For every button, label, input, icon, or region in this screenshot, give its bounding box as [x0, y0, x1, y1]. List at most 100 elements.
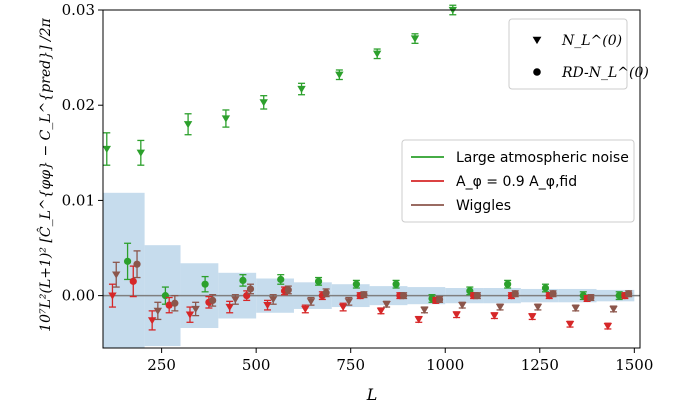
x-tick-label: 1000 — [426, 356, 464, 374]
point-marker — [231, 296, 240, 304]
data-point — [221, 109, 231, 128]
point-marker — [458, 302, 467, 310]
point-marker — [565, 321, 575, 329]
data-point — [504, 279, 512, 289]
data-point — [414, 315, 423, 324]
data-point — [268, 294, 278, 305]
data-point — [284, 285, 292, 295]
data-point — [209, 294, 217, 307]
data-point — [541, 283, 550, 293]
point-marker — [511, 290, 519, 298]
data-point — [382, 300, 391, 309]
point-marker — [382, 301, 391, 309]
data-point — [511, 290, 519, 298]
point-marker — [376, 307, 386, 315]
data-point — [123, 242, 132, 281]
series-4 — [112, 261, 618, 321]
point-marker — [165, 301, 173, 309]
point-marker — [360, 291, 368, 299]
point-marker — [201, 280, 209, 288]
legend-label: Wiggles — [456, 198, 511, 214]
data-point — [231, 294, 240, 305]
data-point — [344, 296, 354, 306]
legend-label: A_φ = 0.9 A_φ,fid — [456, 174, 577, 190]
data-point — [571, 304, 580, 313]
data-point — [565, 320, 575, 329]
point-marker — [603, 322, 613, 331]
point-marker — [414, 316, 423, 324]
point-marker — [625, 290, 633, 298]
point-marker — [221, 115, 231, 123]
data-point — [392, 279, 400, 289]
legend-label: N_L^(0) — [561, 33, 622, 49]
point-marker — [277, 275, 285, 284]
data-point — [452, 311, 461, 319]
point-marker — [239, 276, 247, 284]
data-point — [161, 286, 169, 305]
data-point — [314, 276, 323, 286]
point-marker — [473, 292, 481, 300]
data-point — [528, 313, 537, 321]
point-marker — [297, 85, 306, 94]
data-point — [246, 283, 255, 295]
point-marker — [284, 286, 292, 294]
point-marker — [615, 292, 623, 300]
legend-circle-marker — [533, 68, 541, 76]
data-point — [183, 113, 193, 136]
data-point — [112, 261, 121, 288]
point-marker — [183, 121, 193, 129]
data-point — [420, 306, 429, 314]
marker-legend: N_L^(0) RD-N_L^(0) — [508, 18, 649, 90]
data-point — [153, 301, 163, 321]
data-point — [322, 288, 330, 298]
x-tick-label: 500 — [242, 356, 271, 374]
point-marker — [225, 303, 234, 312]
point-marker — [400, 292, 408, 300]
point-marker — [301, 305, 310, 313]
data-point — [587, 293, 595, 302]
point-marker — [420, 306, 429, 314]
data-point — [263, 299, 272, 311]
y-tick-label: 0.00 — [62, 287, 95, 305]
data-point — [609, 305, 618, 313]
data-point — [335, 69, 344, 81]
point-marker — [344, 298, 354, 306]
data-point — [490, 312, 499, 320]
data-point — [171, 294, 179, 312]
series-5 — [133, 250, 633, 312]
point-marker — [587, 293, 595, 302]
point-marker — [495, 303, 505, 312]
x-tick-label: 1250 — [521, 356, 559, 374]
data-point — [201, 275, 209, 293]
data-point — [147, 310, 157, 331]
point-marker — [372, 50, 382, 58]
point-marker — [335, 71, 344, 79]
point-marker — [108, 292, 117, 300]
point-marker — [338, 303, 348, 312]
point-marker — [609, 305, 618, 313]
data-point — [108, 283, 117, 308]
data-points — [102, 4, 633, 331]
data-point — [297, 82, 306, 96]
color-legend: Large atmospheric noise A_φ = 0.9 A_φ,fid… — [401, 139, 635, 223]
y-tick-label: 0.03 — [62, 1, 95, 19]
point-marker — [314, 277, 323, 285]
data-point — [338, 302, 348, 312]
data-point — [306, 296, 316, 306]
point-marker — [533, 303, 543, 312]
data-point — [136, 139, 146, 166]
point-marker — [246, 285, 255, 293]
legend-triangle-marker — [532, 36, 542, 45]
plot-frame — [102, 9, 641, 349]
data-point — [301, 304, 310, 314]
y-tick-label: 0.02 — [62, 96, 95, 114]
y-axis-label: 10⁷L²(L+1)² [Ĉ_L^{φφ} − C_L^{pred}] /2π — [36, 17, 54, 332]
data-point — [352, 279, 360, 289]
point-marker — [259, 99, 268, 107]
point-marker — [185, 311, 195, 319]
point-marker — [102, 145, 111, 153]
y-axis-ticks: 0.00 0.01 0.02 0.03 — [62, 1, 103, 305]
point-marker — [504, 280, 512, 288]
data-point — [603, 322, 613, 331]
